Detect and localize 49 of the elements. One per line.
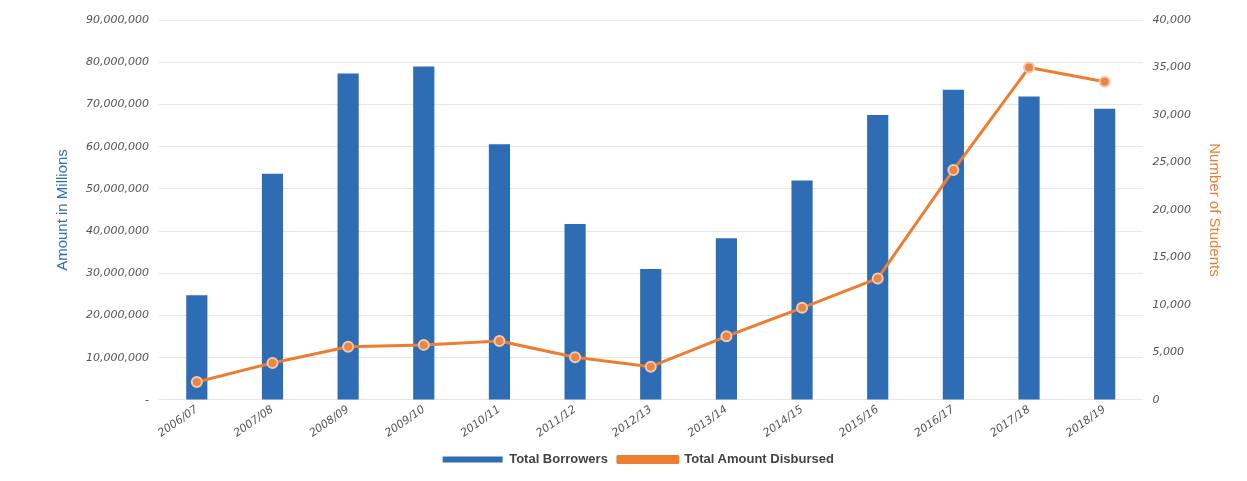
bar	[488, 144, 511, 400]
point	[1098, 75, 1111, 88]
y-tick-label: 40,000,000	[86, 223, 149, 237]
y-tick-label: 70,000,000	[86, 97, 149, 111]
bar	[337, 73, 359, 400]
point	[190, 375, 203, 388]
bar	[640, 269, 662, 400]
y2-tick-label: 40,000	[1152, 12, 1192, 26]
y2-tick-label: 15,000	[1152, 250, 1192, 264]
y-tick-label: -	[145, 392, 149, 406]
y2-tick-label: 35,000	[1152, 60, 1192, 74]
bar	[715, 238, 737, 400]
y-tick-label: 80,000,000	[86, 55, 149, 69]
bar	[261, 173, 284, 400]
bar	[1094, 108, 1116, 400]
y2-tick-label: 25,000	[1152, 155, 1192, 169]
y-tick-label: 50,000,000	[86, 181, 149, 195]
point	[493, 335, 506, 348]
point	[644, 360, 657, 373]
y2-tick-label: 5,000	[1152, 345, 1185, 359]
y-tick-label: 20,000,000	[86, 308, 149, 322]
y2-tick-label: 0	[1152, 392, 1160, 406]
bar	[867, 114, 889, 400]
y-tick-label: 90,000,000	[86, 12, 149, 26]
point	[1023, 61, 1036, 74]
point	[796, 301, 809, 314]
point	[720, 330, 733, 343]
legend-label: Total Borrowers	[509, 451, 608, 467]
y-axis-title: Amount in Millions	[53, 149, 71, 271]
point	[569, 351, 582, 364]
point	[266, 356, 279, 369]
point	[871, 272, 884, 285]
y-tick-label: 10,000,000	[86, 350, 149, 364]
y-tick-label: 60,000,000	[86, 139, 149, 153]
point	[342, 340, 355, 353]
y-tick-label: 30,000,000	[86, 266, 149, 280]
bar	[1018, 96, 1040, 400]
bar	[186, 295, 208, 400]
bar	[942, 89, 964, 400]
y2-axis-title: Number of Students	[1206, 143, 1224, 277]
legend-label: Total Amount Disbursed	[684, 451, 834, 467]
y2-tick-label: 30,000	[1152, 107, 1192, 121]
bar	[791, 180, 813, 400]
point	[417, 338, 430, 351]
bar	[564, 223, 586, 400]
bar	[413, 66, 435, 400]
y2-tick-label: 10,000	[1152, 297, 1192, 311]
y2-tick-label: 20,000	[1152, 202, 1192, 216]
point	[947, 164, 960, 177]
